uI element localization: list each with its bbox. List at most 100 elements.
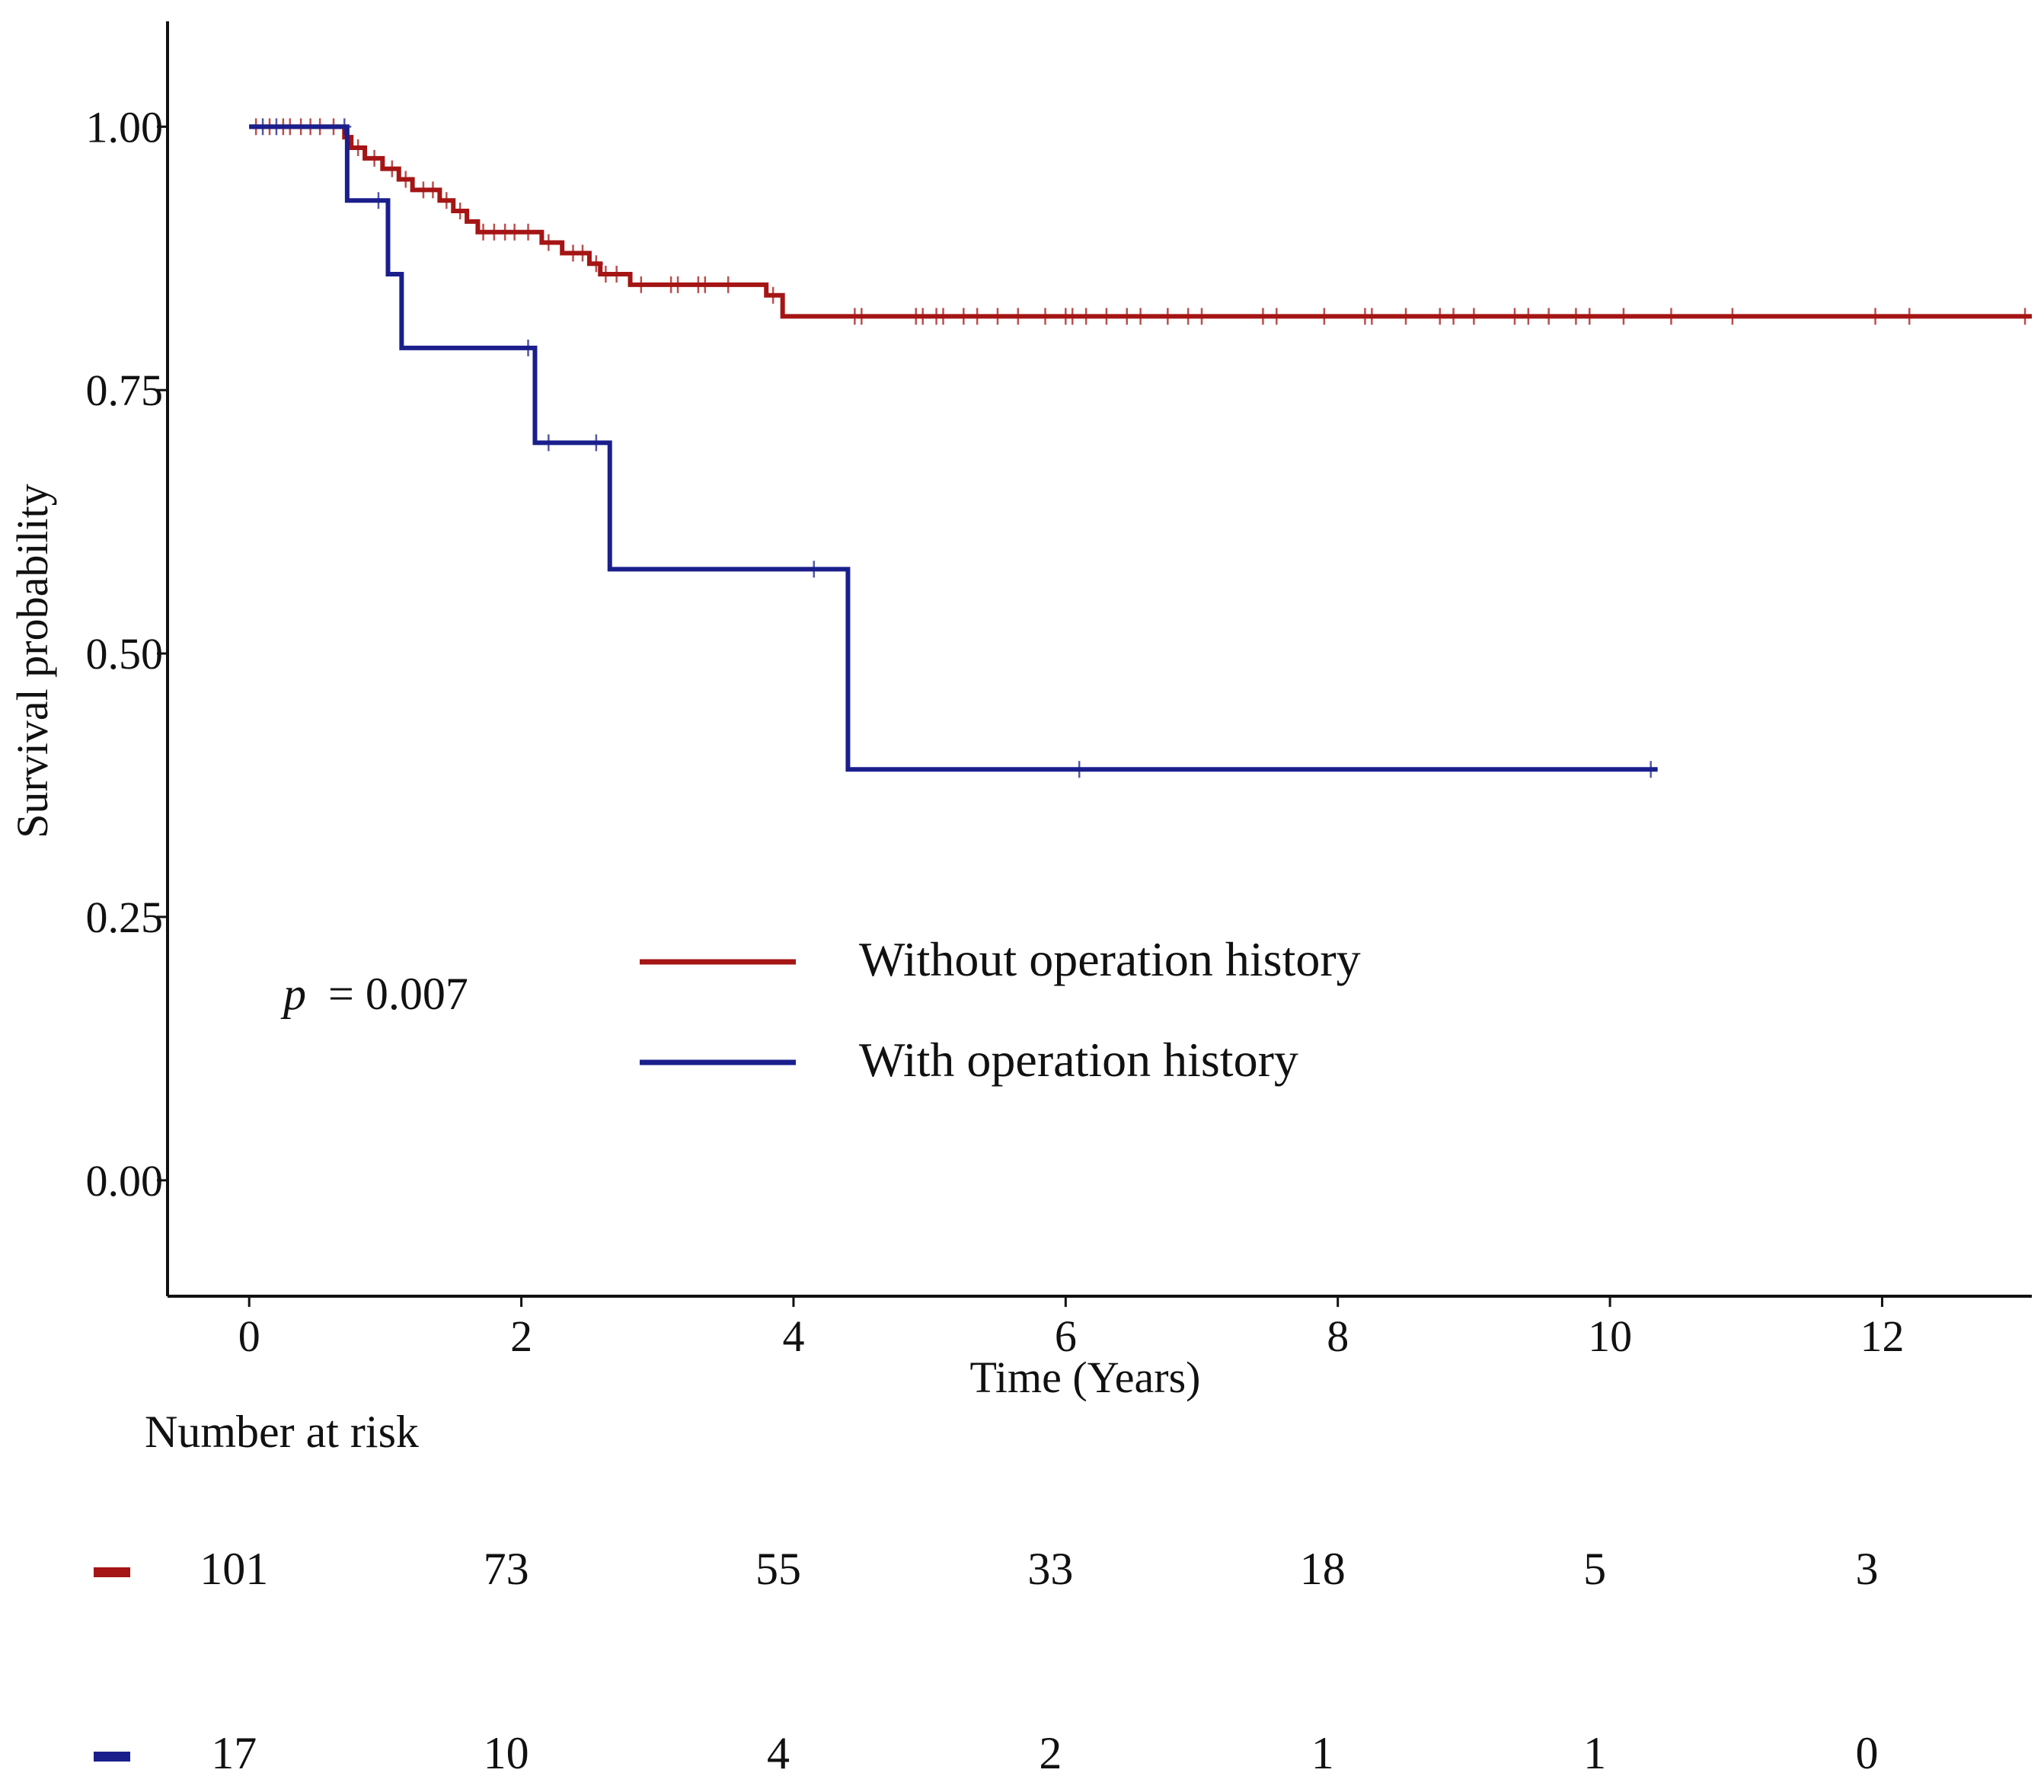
- risk-count: 4: [767, 1728, 790, 1778]
- censor-mark: [398, 171, 413, 188]
- censor-mark: [521, 339, 535, 356]
- censor-mark: [2018, 308, 2033, 325]
- censor-mark: [698, 276, 712, 293]
- censor-mark: [1038, 308, 1052, 325]
- risk-count: 33: [1027, 1544, 1073, 1594]
- censor-mark: [1256, 308, 1270, 325]
- censor-mark: [1521, 308, 1535, 325]
- risk-count: 2: [1039, 1728, 1062, 1778]
- censor-mark: [806, 561, 821, 578]
- y-tick-label: 0.75: [86, 366, 164, 415]
- censor-mark: [541, 434, 556, 452]
- censor-mark: [957, 308, 971, 325]
- x-tick-label: 4: [782, 1311, 804, 1361]
- censor-mark: [1065, 308, 1080, 325]
- censor-mark: [1181, 308, 1196, 325]
- censor-mark: [1399, 308, 1413, 325]
- censor-mark: [371, 192, 385, 209]
- censor-mark: [1725, 308, 1739, 325]
- censor-mark: [1868, 308, 1883, 325]
- censor-mark: [1099, 308, 1113, 325]
- censor-mark: [1902, 308, 1917, 325]
- censor-mark: [589, 255, 603, 273]
- censor-mark: [507, 223, 522, 241]
- censor-mark: [589, 434, 603, 452]
- censor-mark: [915, 308, 930, 325]
- censor-mark: [1541, 308, 1556, 325]
- risk-table: Number at risk 101 73 55 33 18 5 317 10 4 2 1 1 0: [94, 1407, 1878, 1778]
- censor-mark: [426, 181, 440, 199]
- x-tick-label: 12: [1860, 1311, 1904, 1361]
- x-tick-label: 8: [1327, 1311, 1349, 1361]
- censor-mark: [854, 308, 869, 325]
- risk-count: 1: [1311, 1728, 1334, 1778]
- risk-row-swatch: [94, 1752, 130, 1762]
- p-symbol: p: [280, 969, 306, 1019]
- censor-mark: [385, 160, 399, 177]
- censor-mark: [609, 266, 624, 283]
- censor-mark: [1569, 308, 1583, 325]
- legend-label: With operation history: [859, 1033, 1298, 1087]
- censor-mark: [521, 223, 535, 241]
- risk-count: 73: [484, 1544, 529, 1594]
- y-axis-title: Survival probability: [8, 484, 57, 839]
- censor-mark: [671, 276, 685, 293]
- censor-mark: [1616, 308, 1630, 325]
- censor-mark: [269, 118, 283, 136]
- censor-mark: [256, 118, 270, 136]
- series-without-operation: [249, 118, 2033, 325]
- risk-count: 0: [1855, 1728, 1878, 1778]
- risk-count: 1: [1583, 1728, 1606, 1778]
- y-tick-label: 0.50: [86, 629, 164, 679]
- p-value-annotation: p = 0.007: [280, 969, 468, 1019]
- censor-mark: [351, 139, 366, 157]
- x-tick-label: 10: [1588, 1311, 1632, 1361]
- survival-curve-line: [249, 124, 2032, 319]
- y-tick-label: 0.25: [86, 893, 164, 942]
- risk-row-swatch: [94, 1567, 130, 1577]
- x-tick-label: 6: [1055, 1311, 1077, 1361]
- censor-mark: [1643, 761, 1658, 778]
- x-tick-label: 2: [510, 1311, 532, 1361]
- censor-mark: [1446, 308, 1461, 325]
- y-tick-label: 0.00: [86, 1156, 164, 1206]
- y-tick-label: 1.00: [86, 102, 164, 152]
- series-with-operation: [249, 118, 1658, 778]
- censor-mark: [1664, 308, 1678, 325]
- risk-count: 101: [200, 1544, 268, 1594]
- censor-mark: [1079, 308, 1094, 325]
- legend-label: Without operation history: [859, 932, 1361, 986]
- legend: Without operation history With operation …: [640, 932, 1361, 1087]
- censor-mark: [970, 308, 985, 325]
- axes: [157, 21, 2032, 1307]
- survival-curves: [249, 118, 2033, 778]
- survival-curve-line: [249, 124, 1658, 772]
- censor-mark: [721, 276, 736, 293]
- censor-mark: [634, 276, 648, 293]
- censor-mark: [541, 234, 556, 251]
- x-tick-label: 0: [238, 1311, 260, 1361]
- risk-count: 17: [211, 1728, 257, 1778]
- risk-table-title: Number at risk: [145, 1407, 419, 1457]
- censor-mark: [1317, 308, 1331, 325]
- censor-mark: [1119, 308, 1134, 325]
- censor-mark: [1161, 308, 1175, 325]
- censor-mark: [367, 149, 382, 167]
- p-value-text: = 0.007: [328, 969, 468, 1019]
- censor-mark: [1072, 761, 1087, 778]
- censor-mark: [1365, 308, 1379, 325]
- censor-mark: [1195, 308, 1209, 325]
- censor-mark: [766, 286, 781, 304]
- censor-mark: [1432, 308, 1447, 325]
- x-axis-title: Time (Years): [970, 1353, 1201, 1402]
- censor-mark: [453, 203, 468, 220]
- censor-mark: [1507, 308, 1522, 325]
- risk-count: 10: [484, 1728, 529, 1778]
- censor-mark: [1467, 308, 1481, 325]
- censor-mark: [936, 308, 950, 325]
- censor-mark: [439, 192, 454, 209]
- censor-mark: [337, 118, 352, 136]
- risk-count: 55: [755, 1544, 801, 1594]
- censor-mark: [990, 308, 1004, 325]
